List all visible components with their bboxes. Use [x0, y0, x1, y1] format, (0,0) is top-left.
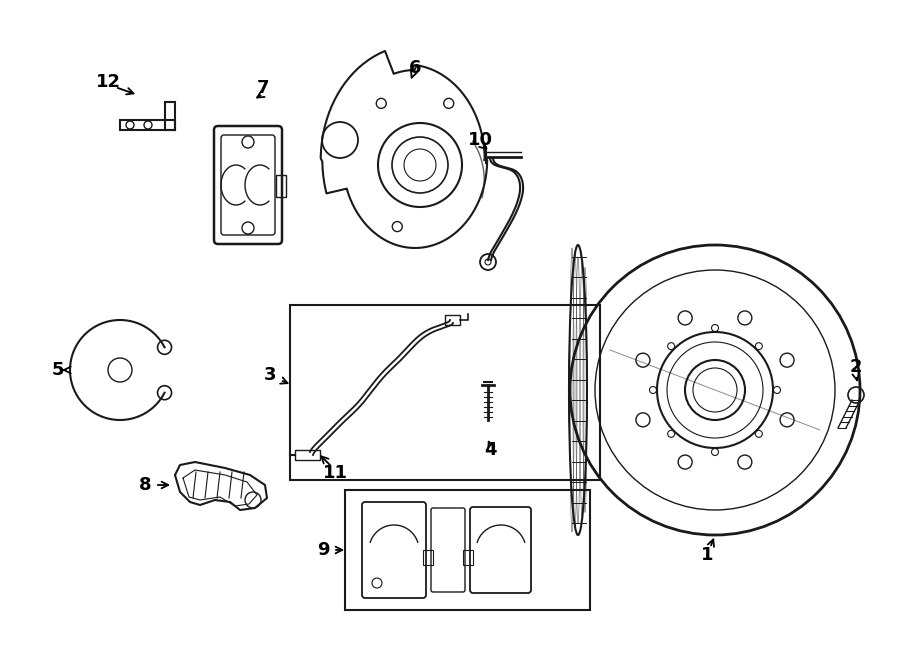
- Text: 1: 1: [701, 546, 713, 564]
- Text: 6: 6: [409, 59, 421, 77]
- Text: 2: 2: [850, 358, 862, 376]
- Text: 5: 5: [52, 361, 64, 379]
- Bar: [276, 175, 286, 197]
- Text: 4: 4: [484, 441, 496, 459]
- Text: 11: 11: [322, 464, 347, 482]
- Bar: [290, 305, 600, 480]
- Bar: [463, 550, 473, 565]
- Bar: [120, 120, 175, 130]
- Text: 9: 9: [317, 541, 329, 559]
- Bar: [165, 102, 175, 130]
- Text: 8: 8: [139, 476, 151, 494]
- Text: 12: 12: [95, 73, 121, 91]
- Text: 10: 10: [467, 131, 492, 149]
- Bar: [445, 315, 460, 325]
- Text: 7: 7: [256, 79, 269, 97]
- Bar: [423, 550, 433, 565]
- Bar: [345, 490, 590, 610]
- Text: 3: 3: [264, 366, 276, 384]
- Bar: [295, 450, 320, 460]
